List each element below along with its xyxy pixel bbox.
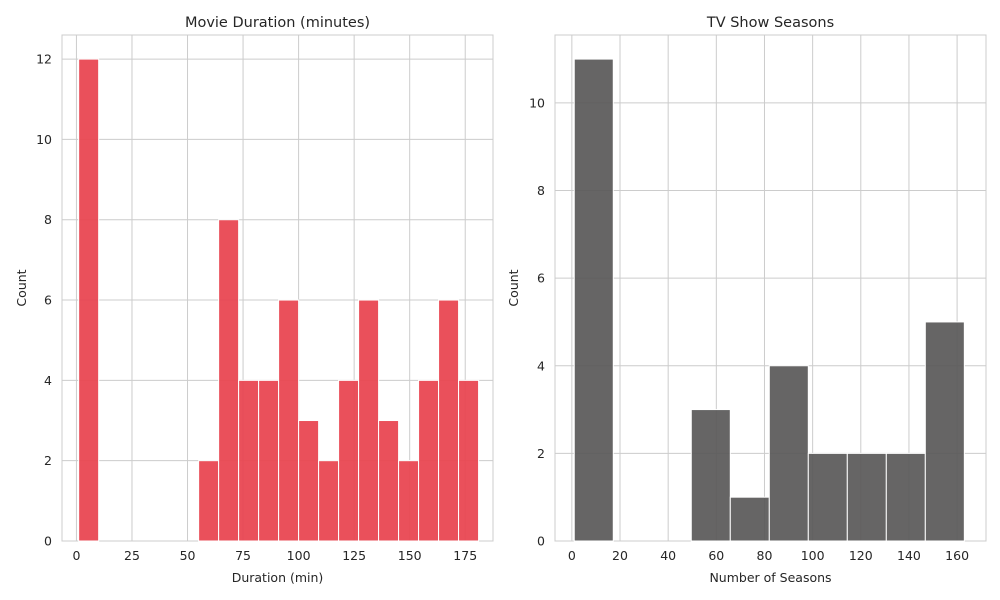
chart-title: TV Show Seasons [706, 15, 834, 31]
histogram-bar [924, 321, 965, 542]
histogram-bar [338, 379, 360, 542]
histogram-bar [258, 379, 280, 542]
histogram-bar [298, 420, 320, 542]
x-axis-label: Number of Seasons [709, 570, 831, 585]
x-tick-label: 40 [660, 548, 676, 563]
y-axis-label: Count [506, 269, 521, 306]
histogram-bar [458, 379, 480, 542]
chart-title: Movie Duration (minutes) [185, 15, 370, 31]
x-tick-label: 150 [398, 548, 422, 563]
x-tick-label: 20 [612, 548, 628, 563]
y-tick-label: 0 [537, 534, 545, 549]
histogram-bar [418, 379, 440, 542]
histogram-bar [768, 365, 809, 542]
histogram-bar [438, 299, 460, 542]
histogram-bar [378, 420, 400, 542]
y-tick-label: 10 [529, 95, 545, 110]
y-tick-label: 0 [44, 534, 52, 549]
x-tick-label: 100 [287, 548, 311, 563]
y-tick-label: 4 [537, 358, 545, 373]
y-tick-label: 6 [537, 271, 545, 286]
y-tick-label: 4 [44, 373, 52, 388]
y-tick-label: 2 [44, 453, 52, 468]
histogram-bar [318, 460, 340, 542]
x-tick-label: 160 [945, 548, 969, 563]
x-tick-label: 0 [568, 548, 576, 563]
y-axis-label: Count [14, 269, 29, 306]
x-tick-label: 120 [849, 548, 873, 563]
x-tick-label: 125 [342, 548, 366, 563]
histogram-bar [807, 452, 848, 542]
y-tick-label: 6 [44, 293, 52, 308]
histogram-bar [238, 379, 260, 542]
histogram-bar [846, 452, 887, 542]
histogram-bar [278, 299, 300, 542]
histogram-bar [398, 460, 420, 542]
histogram-bar [573, 58, 614, 542]
y-tick-label: 10 [36, 132, 52, 147]
x-tick-label: 60 [708, 548, 724, 563]
y-tick-label: 12 [36, 52, 52, 67]
histogram-bar [78, 58, 100, 542]
x-tick-label: 25 [124, 548, 140, 563]
x-tick-label: 100 [801, 548, 825, 563]
x-axis-label: Duration (min) [232, 570, 324, 585]
x-tick-label: 50 [180, 548, 196, 563]
y-tick-label: 8 [537, 183, 545, 198]
x-tick-label: 75 [235, 548, 251, 563]
x-tick-label: 0 [72, 548, 80, 563]
x-tick-label: 140 [897, 548, 921, 563]
histogram-bar [690, 409, 731, 542]
histogram-bar [729, 496, 770, 542]
histogram-bar [198, 460, 220, 542]
x-tick-label: 175 [453, 548, 477, 563]
x-tick-label: 80 [757, 548, 773, 563]
y-tick-label: 8 [44, 212, 52, 227]
histogram-bar [218, 219, 240, 542]
movie-duration-panel: 0 2 4 6 8 10 12 0 25 50 75 100 125 150 175 Movie Durati… [14, 15, 494, 585]
histogram-bar [885, 452, 926, 542]
y-tick-label: 2 [537, 446, 545, 461]
histogram-bar [358, 299, 380, 542]
